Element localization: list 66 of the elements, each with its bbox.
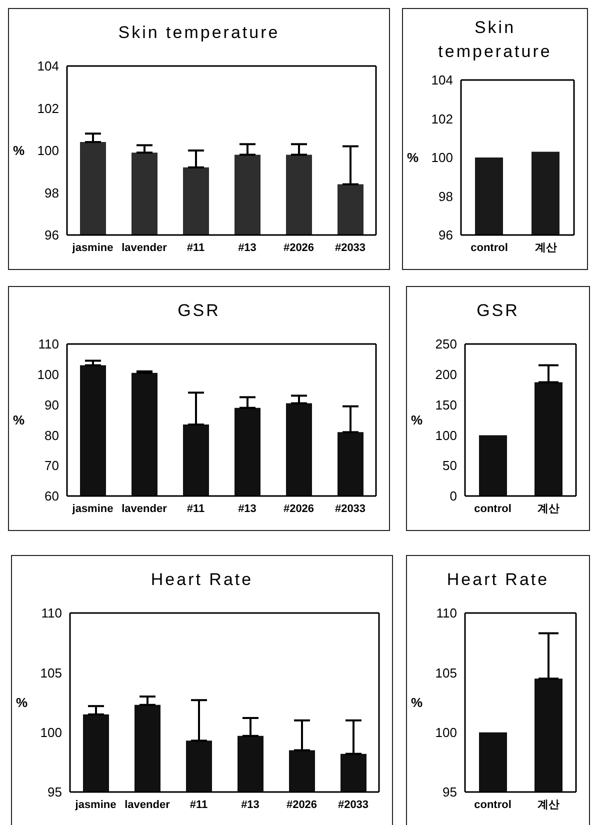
x-tick-label: jasmine xyxy=(71,502,114,515)
y-tick-label: 104 xyxy=(37,58,59,74)
x-tick-label: lavender xyxy=(122,242,168,254)
y-tick-label: 0 xyxy=(450,488,457,504)
y-axis-title: % xyxy=(411,695,423,710)
x-tick-label: 계산 xyxy=(534,242,557,254)
x-tick-label: #11 xyxy=(186,502,205,515)
x-tick-label: #2026 xyxy=(286,798,318,811)
x-tick-label: control xyxy=(474,798,512,811)
y-tick-label: 250 xyxy=(435,336,457,352)
y-axis-title: % xyxy=(13,412,25,428)
chart-title: Heart Rate xyxy=(150,569,254,591)
x-tick-label: control xyxy=(470,242,508,254)
x-tick-label: jasmine xyxy=(74,798,116,811)
y-axis-title: % xyxy=(407,150,419,166)
y-tick-label: 105 xyxy=(40,665,62,680)
y-tick-label: 110 xyxy=(41,606,62,621)
y-tick-label: 100 xyxy=(431,150,453,166)
y-tick-label: 96 xyxy=(438,228,453,243)
x-tick-label: control xyxy=(474,502,512,515)
chart-title: Skin temperature xyxy=(117,22,281,44)
y-tick-label: 102 xyxy=(37,100,59,116)
y-tick-label: 100 xyxy=(435,724,457,740)
y-tick-label: 104 xyxy=(431,72,453,88)
x-tick-label: #11 xyxy=(190,798,208,811)
y-tick-label: 96 xyxy=(44,228,59,243)
y-tick-label: 95 xyxy=(442,784,457,800)
chart-title: Skin temperature xyxy=(437,17,553,63)
x-tick-label: 계산 xyxy=(537,502,560,515)
x-tick-label: 계산 xyxy=(537,798,560,811)
x-tick-label: #2026 xyxy=(283,502,314,515)
y-tick-label: 102 xyxy=(431,111,453,126)
y-tick-label: 50 xyxy=(442,458,457,474)
y-axis-title: % xyxy=(411,412,423,428)
y-tick-label: 100 xyxy=(435,428,457,443)
y-tick-label: 100 xyxy=(37,367,59,382)
y-tick-label: 98 xyxy=(438,188,453,204)
y-tick-label: 110 xyxy=(436,606,457,621)
y-tick-label: 150 xyxy=(435,397,457,412)
y-tick-label: 80 xyxy=(44,428,59,443)
y-tick-label: 100 xyxy=(37,143,59,158)
x-tick-label: #13 xyxy=(238,242,256,254)
x-tick-label: #11 xyxy=(186,242,205,254)
x-tick-label: #13 xyxy=(241,798,260,811)
y-tick-label: 110 xyxy=(38,336,59,352)
chart-title: Heart Rate xyxy=(446,569,550,591)
x-tick-label: #2026 xyxy=(283,242,314,254)
y-tick-label: 200 xyxy=(435,367,457,382)
x-tick-label: lavender xyxy=(122,502,168,515)
y-axis-title: % xyxy=(13,143,25,158)
chart-title: GSR xyxy=(476,300,520,322)
y-tick-label: 98 xyxy=(44,185,59,200)
y-tick-label: 105 xyxy=(435,665,457,680)
x-tick-label: #13 xyxy=(238,502,256,515)
y-axis-title: % xyxy=(16,695,28,710)
y-tick-label: 70 xyxy=(44,458,59,474)
chart-title: GSR xyxy=(176,300,222,322)
x-tick-label: #2033 xyxy=(334,242,366,254)
y-tick-label: 90 xyxy=(44,397,59,412)
x-tick-label: jasmine xyxy=(71,242,114,254)
y-tick-label: 100 xyxy=(40,724,62,740)
y-tick-label: 60 xyxy=(44,488,59,504)
x-tick-label: #2033 xyxy=(338,798,369,811)
x-tick-label: #2033 xyxy=(334,502,366,515)
x-tick-label: lavender xyxy=(124,798,171,811)
y-tick-label: 95 xyxy=(48,784,62,800)
